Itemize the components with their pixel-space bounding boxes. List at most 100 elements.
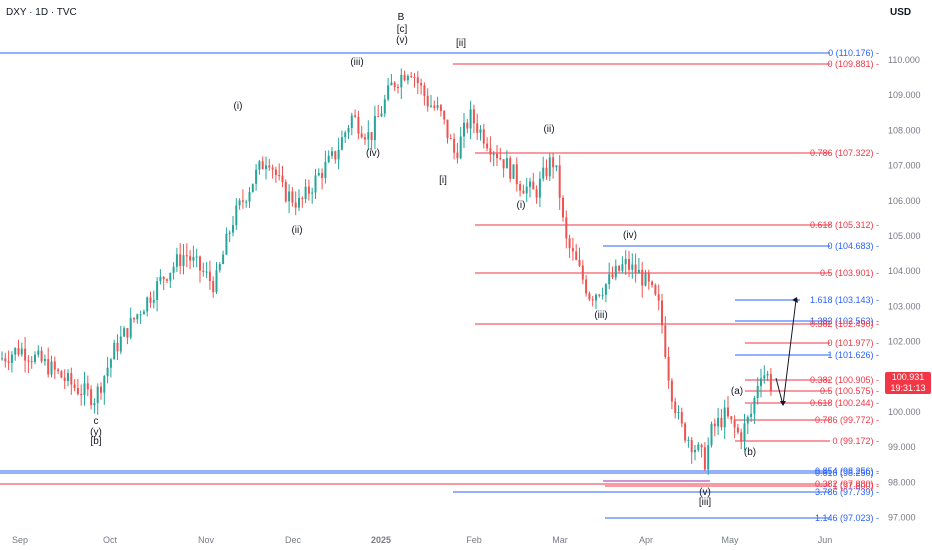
candle-body <box>321 173 324 179</box>
candle-body <box>505 158 508 169</box>
candle-body <box>756 385 759 399</box>
candle-body <box>416 77 419 84</box>
candle-body <box>27 360 30 362</box>
candle-body <box>545 167 548 177</box>
candle-body <box>446 119 449 139</box>
candle-body <box>472 109 475 124</box>
x-tick-label: May <box>721 535 739 545</box>
candle-body <box>502 159 505 169</box>
y-tick-label: 103.000 <box>888 301 921 311</box>
fib-level-label: 0.786 (99.772) - <box>815 415 879 425</box>
candle-body <box>548 157 551 177</box>
candle-body <box>90 389 93 406</box>
candle-body <box>420 83 423 86</box>
candle-body <box>225 233 228 255</box>
candle-body <box>70 373 73 385</box>
wave-label: (iii) <box>350 57 363 68</box>
candle-body <box>80 393 83 396</box>
candle-body <box>387 85 390 100</box>
candle-body <box>641 269 644 286</box>
candle-body <box>769 374 772 391</box>
wave-label: B <box>398 12 405 23</box>
candle-body <box>430 105 432 107</box>
candle-body <box>763 375 766 379</box>
y-tick-label: 98.000 <box>888 477 916 487</box>
candle-body <box>423 85 426 96</box>
candle-body <box>30 361 33 363</box>
candle-body <box>746 416 749 424</box>
candle-body <box>20 348 23 355</box>
candle-body <box>634 264 637 274</box>
candle-body <box>179 254 182 267</box>
candle-body <box>199 256 201 271</box>
candle-body <box>109 359 112 368</box>
candle-body <box>598 294 601 296</box>
candle-body <box>413 76 416 78</box>
candle-body <box>67 373 69 382</box>
arrow-head-icon <box>780 401 786 406</box>
candle-body <box>700 444 703 448</box>
candle-body <box>400 74 403 88</box>
fib-level-label: 1 (101.626) - <box>827 350 879 360</box>
y-tick-label: 109.000 <box>888 90 921 100</box>
candle-body <box>733 419 736 428</box>
candle-body <box>519 183 522 191</box>
candle-body <box>238 200 241 206</box>
candle-body <box>169 272 172 281</box>
candle-body <box>377 116 380 118</box>
candle-body <box>674 401 677 414</box>
candle-body <box>284 181 287 202</box>
candle-body <box>515 164 518 184</box>
candle-body <box>133 317 135 320</box>
candle-body <box>730 416 733 420</box>
candle-body <box>604 284 607 295</box>
candle-body <box>126 328 129 338</box>
candle-body <box>723 407 726 428</box>
candle-body <box>350 115 353 128</box>
symbol-title[interactable]: DXY · 1D · TVC <box>6 7 77 18</box>
candle-body <box>482 129 485 144</box>
candle-body <box>766 374 769 376</box>
candle-body <box>406 75 409 81</box>
fib-level-label: 0.382 (97.880) - <box>815 479 879 489</box>
candle-body <box>50 361 53 375</box>
candle-body <box>251 183 254 192</box>
candle-body <box>1 358 3 360</box>
candle-body <box>624 259 627 265</box>
wave-label: [iii] <box>699 497 711 508</box>
candle-body <box>529 181 531 187</box>
fib-level-label: 1.618 (103.143) - <box>810 295 879 305</box>
candle-body <box>469 109 472 129</box>
candle-body <box>60 371 63 378</box>
candle-body <box>47 359 50 375</box>
candle-body <box>677 411 680 414</box>
candle-body <box>562 197 564 218</box>
fib-level-label: 0 (110.176) - <box>828 48 879 58</box>
candle-body <box>670 380 673 402</box>
candle-body <box>334 151 337 160</box>
candle-body <box>476 123 479 133</box>
candle-body <box>274 169 277 176</box>
x-tick-label: Feb <box>466 535 482 545</box>
wave-label: (b) <box>744 447 756 458</box>
candle-body <box>119 336 122 352</box>
candle-body <box>509 158 512 179</box>
candle-body <box>255 169 258 184</box>
candle-body <box>261 161 264 170</box>
candle-body <box>354 115 357 117</box>
candle-body <box>258 161 261 170</box>
fib-level-label: 0.618 (105.312) - <box>810 220 879 230</box>
wave-label: (v) <box>699 487 711 498</box>
candle-body <box>172 266 175 273</box>
candle-body <box>690 439 693 453</box>
candle-body <box>294 202 297 208</box>
candle-body <box>100 386 102 393</box>
wave-label: (iv) <box>366 148 380 159</box>
candle-body <box>212 280 215 293</box>
fib-level-label: 0.618 (100.244) - <box>810 398 879 408</box>
fib-level-label: 1 (97.800) - <box>832 481 879 491</box>
candle-body <box>182 255 185 267</box>
candle-body <box>344 132 347 138</box>
